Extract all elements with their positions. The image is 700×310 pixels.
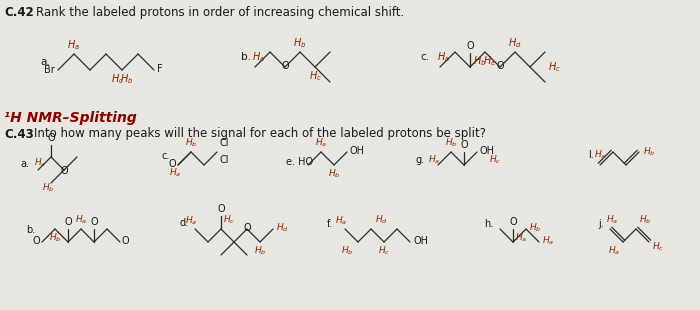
Text: O: O [90,217,98,227]
Text: $H_a$: $H_a$ [75,214,87,226]
Text: $H_a$: $H_a$ [428,154,440,166]
Text: Cl: Cl [220,155,230,165]
Text: $H_b$: $H_b$ [473,54,486,68]
Text: $H_a$: $H_a$ [437,50,450,64]
Text: C.43: C.43 [4,127,34,140]
Text: a.: a. [20,159,29,169]
Text: $H_c$: $H_c$ [652,241,664,253]
Text: O: O [509,217,517,227]
Text: O: O [60,166,68,176]
Text: $H_c$: $H_c$ [489,154,501,166]
Text: $H_b$: $H_b$ [639,214,652,226]
Text: d.: d. [179,218,188,228]
Text: O: O [64,217,72,227]
Text: $H_b$: $H_b$ [342,245,354,257]
Text: f.: f. [327,219,332,229]
Text: $H_c$: $H_c$ [223,214,235,226]
Text: O: O [217,204,225,214]
Text: $H_e$: $H_e$ [484,54,496,68]
Text: C.42: C.42 [4,6,34,19]
Text: $H_a$: $H_a$ [252,50,265,64]
Text: $H_a$: $H_a$ [606,214,618,226]
Text: O: O [466,41,474,51]
Text: $H_a$: $H_a$ [67,38,80,52]
Text: $H_b$: $H_b$ [293,36,307,50]
Text: c.: c. [420,52,429,62]
Text: $H_d$: $H_d$ [508,36,522,50]
Text: $H_c$: $H_c$ [548,60,561,74]
Text: $H_a$: $H_a$ [185,215,197,227]
Text: O: O [281,61,289,71]
Text: j.: j. [598,219,603,229]
Text: $H_b$: $H_b$ [529,222,542,234]
Text: $H_a$: $H_a$ [169,167,181,179]
Text: $H_b$: $H_b$ [42,182,55,194]
Text: $H_c$: $H_c$ [309,69,321,83]
Text: e. HO: e. HO [286,157,313,167]
Text: $H_c$: $H_c$ [111,72,123,86]
Text: OH: OH [350,146,365,156]
Text: OH: OH [413,236,428,246]
Text: $H_a$: $H_a$ [515,232,527,244]
Text: $H_b$: $H_b$ [120,72,134,86]
Text: b.: b. [241,52,251,62]
Text: c.: c. [162,151,170,161]
Text: O: O [122,236,130,246]
Text: $H_a$: $H_a$ [34,157,46,169]
Text: O: O [32,236,40,246]
Text: $H_d$: $H_d$ [276,222,289,234]
Text: $H_b$: $H_b$ [643,146,655,158]
Text: g.: g. [416,155,425,165]
Text: OH: OH [480,146,495,156]
Text: O: O [169,159,176,169]
Text: $H_a$: $H_a$ [608,245,620,257]
Text: $H_a$: $H_a$ [542,235,554,247]
Text: $H_a$: $H_a$ [594,149,606,161]
Text: l.: l. [588,150,594,160]
Text: $H_b$: $H_b$ [444,137,457,149]
Text: $H_b$: $H_b$ [253,245,266,257]
Text: Br: Br [44,65,55,75]
Text: $H_b$: $H_b$ [328,168,340,180]
Text: O: O [47,133,55,143]
Text: Rank the labeled protons in order of increasing chemical shift.: Rank the labeled protons in order of inc… [36,6,405,19]
Text: h.: h. [484,219,494,229]
Text: $H_b$: $H_b$ [185,137,197,149]
Text: O: O [460,140,468,150]
Text: b.: b. [26,225,35,235]
Text: O: O [243,223,251,233]
Text: $H_b$: $H_b$ [49,232,62,244]
Text: $H_a$: $H_a$ [315,137,327,149]
Text: ¹H NMR–Splitting: ¹H NMR–Splitting [4,111,136,125]
Text: Cl: Cl [220,138,230,148]
Text: O: O [496,61,504,71]
Text: Into how many peaks will the signal for each of the labeled protons be split?: Into how many peaks will the signal for … [34,127,486,140]
Text: $H_a$: $H_a$ [335,215,347,227]
Text: F: F [157,64,162,74]
Text: $H_d$: $H_d$ [375,214,388,226]
Text: $H_c$: $H_c$ [378,245,390,257]
Text: a.: a. [40,57,50,67]
